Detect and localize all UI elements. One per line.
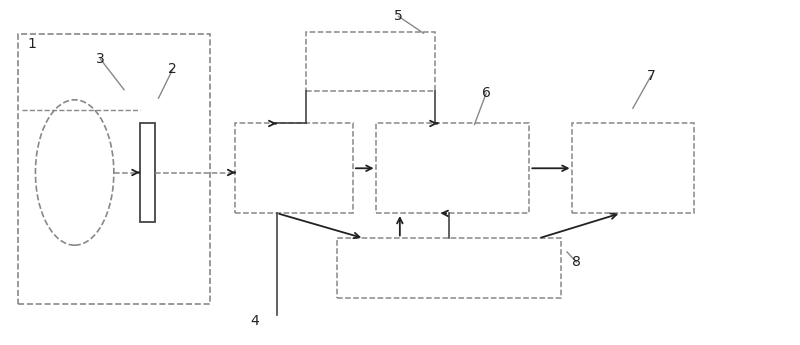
Ellipse shape bbox=[35, 100, 114, 245]
Text: 4: 4 bbox=[250, 314, 259, 328]
Text: 6: 6 bbox=[482, 86, 490, 100]
Text: 8: 8 bbox=[572, 255, 581, 269]
Bar bbox=[338, 238, 561, 298]
Text: 7: 7 bbox=[646, 69, 655, 83]
Bar bbox=[235, 124, 353, 213]
Bar bbox=[573, 124, 694, 213]
Bar bbox=[140, 124, 155, 221]
Text: 1: 1 bbox=[27, 37, 36, 51]
Bar bbox=[306, 32, 435, 91]
Text: 3: 3 bbox=[96, 52, 105, 66]
Text: 2: 2 bbox=[168, 62, 177, 76]
Bar bbox=[18, 34, 210, 304]
Bar bbox=[377, 124, 530, 213]
Text: 5: 5 bbox=[394, 9, 403, 23]
